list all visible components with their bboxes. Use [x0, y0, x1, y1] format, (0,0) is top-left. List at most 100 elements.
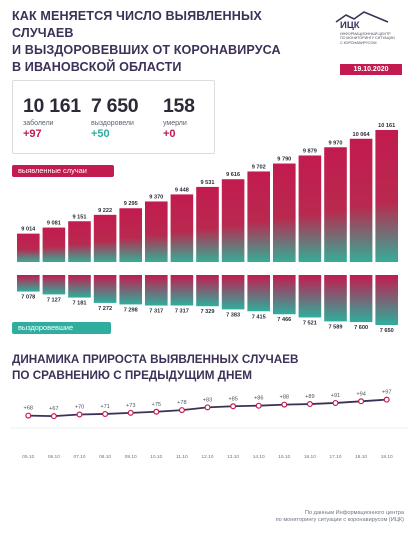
cases-bar — [68, 221, 91, 262]
growth-value-label: +94 — [356, 391, 366, 397]
growth-date-label: 09.10 — [125, 454, 137, 460]
date-tick-label: 09.10 — [125, 267, 137, 273]
title-line: В ИВАНОВСКОЙ ОБЛАСТИ — [12, 60, 182, 74]
growth-date-label: 11.10 — [176, 454, 188, 460]
growth-value-label: +70 — [75, 405, 85, 411]
growth-date-label: 12.10 — [201, 454, 213, 460]
recovered-bars: 7 078 7 127 7 181 7 272 7 298 7 317 7 317 7 329… — [17, 275, 398, 334]
stat-recovered-value: 7 650 — [91, 95, 139, 117]
date-tick-label: 17.10 — [329, 267, 341, 273]
recovered-value-label: 7 272 — [98, 306, 112, 312]
cases-value-label: 9 370 — [149, 194, 163, 200]
stat-cases-value: 10 161 — [23, 95, 81, 117]
date-tick-label: 19.10 — [381, 267, 393, 273]
recovered-bar — [68, 275, 91, 298]
recovered-bar — [196, 275, 219, 307]
cases-bar — [298, 155, 322, 262]
date-tick-label: 06.10 — [48, 267, 60, 273]
recovered-value-label: 7 650 — [380, 328, 394, 334]
cases-bar — [170, 194, 194, 262]
recovered-bar — [93, 275, 117, 303]
stat-recovered: 7 650 выздоровели +50 — [91, 95, 139, 140]
logo-mountain-icon — [335, 11, 389, 23]
growth-date-label: 14.10 — [253, 454, 265, 460]
section-title-line: ПО СРАВНЕНИЮ С ПРЕДЫДУЩИМ ДНЕМ — [12, 369, 252, 382]
cases-bar — [221, 179, 245, 262]
growth-point — [25, 412, 32, 419]
growth-value-label: +97 — [382, 390, 392, 396]
cases-bar — [273, 163, 296, 262]
title-line: КАК МЕНЯЕТСЯ ЧИСЛО ВЫЯВЛЕННЫХ СЛУЧАЕВ — [12, 9, 262, 40]
growth-line-chart: +68 05.10 +67 06.10 +70 07.10 +71 08.10 +73 09.10… — [10, 390, 408, 460]
growth-value-label: +71 — [100, 404, 110, 410]
cases-bar — [42, 227, 66, 262]
date-badge: 19.10.2020 — [340, 64, 402, 75]
recovered-bar — [273, 275, 296, 315]
date-tick-label: 10.10 — [150, 267, 162, 273]
cases-value-label: 9 081 — [47, 221, 61, 227]
recovered-value-label: 7 383 — [226, 312, 240, 318]
cases-value-label: 9 151 — [73, 214, 87, 220]
growth-date-label: 13.10 — [227, 454, 239, 460]
date-tick-label: 05.10 — [22, 267, 34, 273]
cases-value-label: 9 295 — [124, 201, 138, 207]
recovered-bar — [375, 275, 398, 325]
date-tick-label: 13.10 — [227, 267, 239, 273]
recovered-bar — [247, 275, 270, 312]
recovered-value-label: 7 466 — [277, 317, 291, 323]
growth-date-label: 17.10 — [329, 454, 341, 460]
page-title: КАК МЕНЯЕТСЯ ЧИСЛО ВЫЯВЛЕННЫХ СЛУЧАЕВ И … — [12, 8, 312, 76]
stat-recovered-label: выздоровели — [91, 120, 134, 127]
recovered-value-label: 7 317 — [175, 309, 189, 315]
growth-value-label: +73 — [126, 403, 136, 409]
stat-cases: 10 161 заболели +97 — [23, 95, 81, 140]
growth-point — [127, 409, 134, 416]
logo-subtitle-line: ИНФОРМАЦИОННЫЙ ЦЕНТР — [340, 32, 391, 36]
recovered-value-label: 7 600 — [354, 325, 368, 331]
recovered-value-label: 7 329 — [201, 309, 215, 315]
growth-point — [358, 398, 365, 405]
growth-date-label: 06.10 — [48, 454, 60, 460]
cases-bar — [375, 130, 398, 262]
growth-value-label: +83 — [203, 397, 213, 403]
growth-point — [383, 396, 390, 403]
date-tick-label: 12.10 — [201, 267, 213, 273]
growth-date-label: 18.10 — [355, 454, 367, 460]
cases-bar — [119, 208, 142, 262]
cases-value-label: 9 879 — [303, 148, 317, 154]
recovered-bar — [221, 275, 245, 310]
source-note-line: по мониторингу ситуации с коронавирусом … — [275, 517, 404, 523]
logo-text: ИЦК — [340, 20, 360, 31]
cases-bars: 9 014 05.10 9 081 06.10 9 151 07.10 9 222 08.10… — [17, 123, 398, 273]
section-title: ДИНАМИКА ПРИРОСТА ВЫЯВЛЕННЫХ СЛУЧАЕВ ПО … — [12, 352, 298, 384]
date-tick-label: 07.10 — [73, 267, 85, 273]
recovered-value-label: 7 078 — [21, 295, 35, 301]
recovered-value-label: 7 415 — [252, 314, 266, 320]
growth-point — [255, 402, 262, 409]
growth-date-label: 07.10 — [73, 454, 85, 460]
date-tick-label: 11.10 — [176, 267, 188, 273]
growth-point — [178, 407, 185, 414]
logo-subtitle-line: С КОРОНАВИРУСОМ — [340, 40, 377, 45]
recovered-bar — [324, 275, 347, 322]
logo-subtitle: ИНФОРМАЦИОННЫЙ ЦЕНТР ПО МОНИТОРИНГУ СИТУ… — [340, 32, 414, 45]
recovered-bar — [119, 275, 142, 305]
growth-value-label: +68 — [24, 406, 34, 412]
growth-date-label: 15.10 — [278, 454, 290, 460]
cases-value-label: 9 014 — [21, 227, 36, 233]
date-tick-label: 14.10 — [253, 267, 265, 273]
growth-point — [50, 413, 57, 420]
recovered-value-label: 7 127 — [47, 297, 61, 303]
date-tick-label: 16.10 — [304, 267, 316, 273]
growth-point — [153, 408, 160, 415]
growth-point — [281, 401, 288, 408]
source-note: По данным Информационного центра по мони… — [276, 510, 404, 524]
logo-subtitle-line: ПО МОНИТОРИНГУ СИТУАЦИИ — [340, 36, 395, 41]
recovered-value-label: 7 521 — [303, 320, 317, 326]
recovered-bar — [42, 275, 66, 295]
cases-value-label: 9 222 — [98, 208, 112, 214]
growth-point — [204, 404, 211, 411]
logo: ИЦК ИНФОРМАЦИОННЫЙ ЦЕНТР ПО МОНИТОРИНГУ … — [332, 10, 412, 45]
stat-cases-label: заболели — [23, 120, 54, 127]
